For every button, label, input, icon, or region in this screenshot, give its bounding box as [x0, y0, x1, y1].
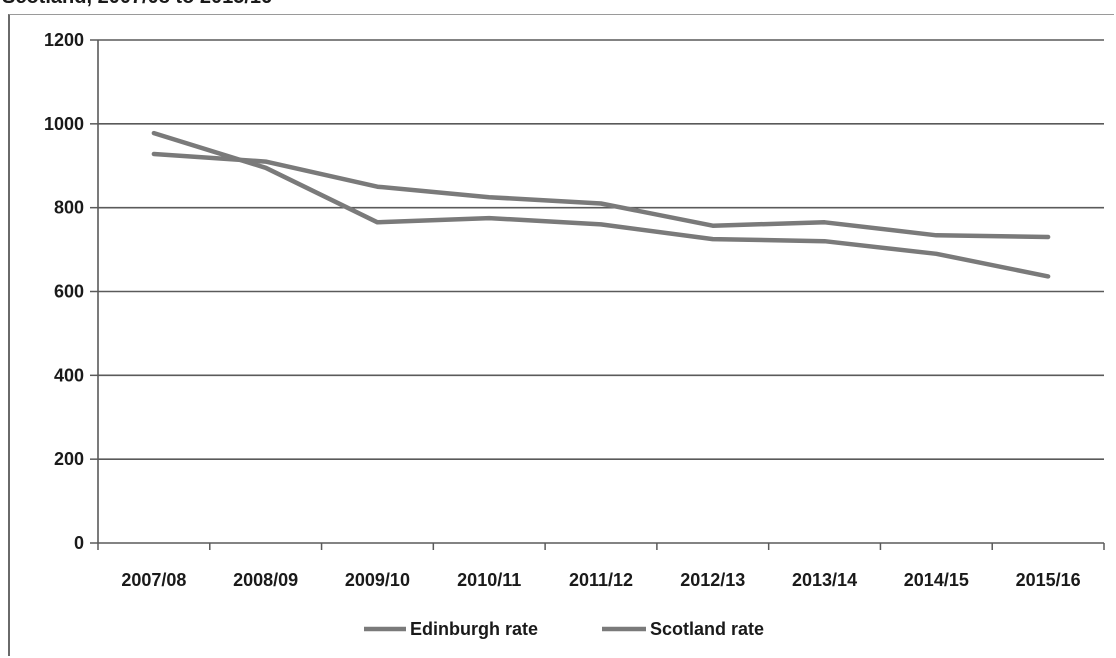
y-tick-label: 0: [74, 533, 84, 553]
y-tick-label: 600: [54, 282, 84, 302]
data-point: [153, 132, 155, 134]
x-tick-label: 2014/15: [904, 570, 969, 590]
data-point: [153, 153, 155, 155]
x-tick-label: 2010/11: [457, 570, 521, 590]
data-point: [600, 223, 602, 225]
data-point: [712, 225, 714, 227]
legend-label: Edinburgh rate: [410, 619, 538, 639]
data-point: [935, 253, 937, 255]
data-point: [824, 240, 826, 242]
x-tick-label: 2009/10: [345, 570, 410, 590]
data-point: [488, 217, 490, 219]
data-point: [712, 238, 714, 240]
x-tick-label: 2015/16: [1016, 570, 1081, 590]
y-tick-label: 400: [54, 365, 84, 385]
y-tick-label: 200: [54, 449, 84, 469]
chart-title: Scotland, 2007/08 to 2015/16: [2, 0, 272, 9]
legend-label: Scotland rate: [650, 619, 764, 639]
data-point: [488, 196, 490, 198]
x-tick-label: 2011/12: [569, 570, 633, 590]
y-tick-label: 1000: [44, 114, 84, 134]
x-tick-label: 2007/08: [121, 570, 186, 590]
series: [151, 130, 1051, 279]
tick-labels: 0 200 400 600 800 1000 1200 2007/08 2008/09 2009/…: [44, 30, 1081, 590]
data-point: [1047, 275, 1049, 277]
data-point: [935, 234, 937, 236]
data-point: [265, 161, 267, 163]
legend: Edinburgh rate Scotland rate: [364, 619, 764, 639]
x-tick-label: 2013/14: [792, 570, 857, 590]
data-point: [265, 167, 267, 169]
data-point: [376, 221, 378, 223]
x-tick-label: 2008/09: [233, 570, 298, 590]
data-point: [824, 221, 826, 223]
data-point: [1047, 236, 1049, 238]
y-tick-label: 800: [54, 198, 84, 218]
x-tick-label: 2012/13: [680, 570, 745, 590]
gridlines: [90, 39, 1104, 544]
y-tick-label: 1200: [44, 30, 84, 50]
chart-frame: [8, 14, 1114, 656]
data-point: [600, 202, 602, 204]
axes: [97, 40, 1105, 550]
data-point: [376, 186, 378, 188]
